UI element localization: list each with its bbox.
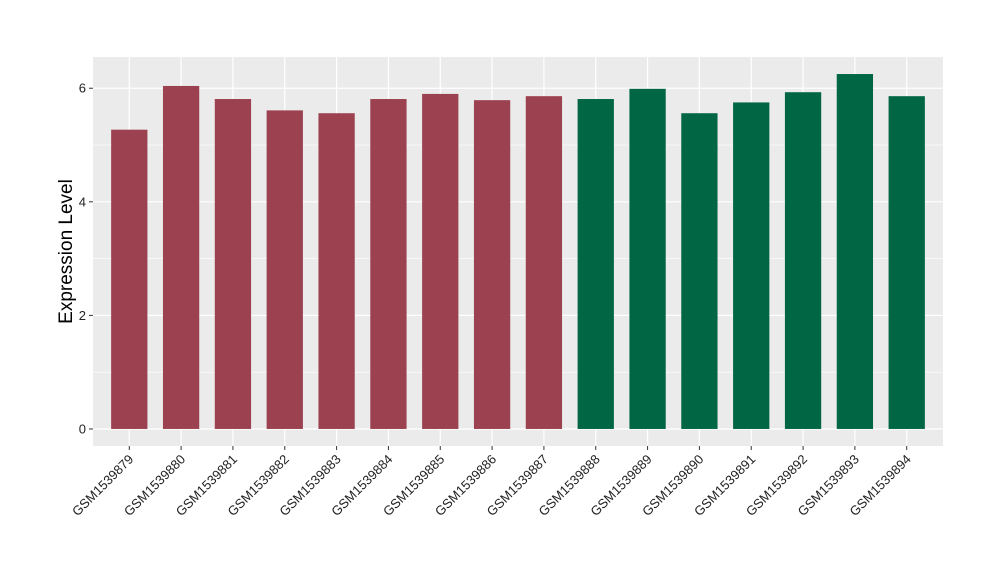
bar bbox=[784, 92, 822, 429]
bar bbox=[629, 88, 666, 429]
y-tick-label: 0 bbox=[79, 421, 86, 436]
bar bbox=[888, 96, 925, 429]
bars bbox=[111, 74, 925, 429]
bar bbox=[162, 85, 200, 429]
bar bbox=[370, 99, 407, 429]
x-axis: GSM1539879GSM1539880GSM1539881GSM1539882… bbox=[69, 446, 914, 519]
bar bbox=[266, 110, 303, 429]
bar bbox=[473, 100, 511, 429]
y-axis-title: Expression Level bbox=[56, 179, 77, 324]
y-tick-label: 2 bbox=[79, 308, 86, 323]
bar bbox=[318, 113, 355, 429]
y-tick-label: 4 bbox=[79, 194, 86, 209]
bar bbox=[111, 129, 148, 429]
y-axis: 0 2 4 6 bbox=[79, 81, 93, 436]
bar bbox=[681, 113, 718, 429]
bar bbox=[214, 99, 252, 429]
bar bbox=[577, 99, 614, 429]
bar bbox=[733, 102, 770, 429]
bar bbox=[422, 93, 459, 429]
bar bbox=[525, 96, 563, 429]
y-tick-label: 6 bbox=[79, 81, 86, 96]
bar bbox=[836, 74, 874, 429]
